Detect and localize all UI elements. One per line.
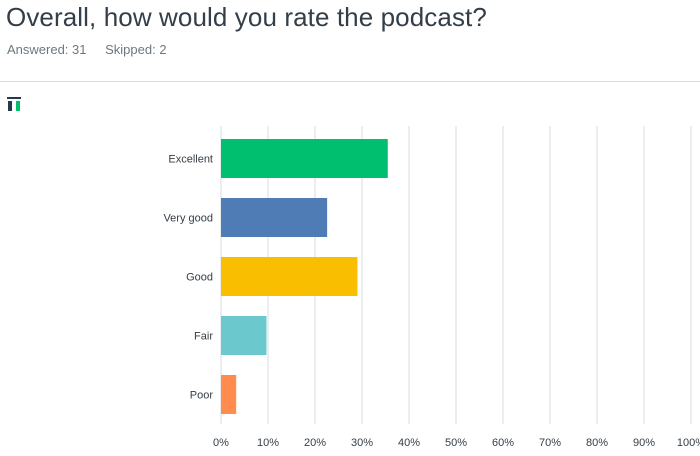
x-tick-label: 0%: [213, 437, 229, 449]
bar-good: [221, 257, 358, 296]
category-label: Excellent: [168, 154, 213, 166]
answered-count: Answered: 31: [7, 42, 87, 57]
bar-poor: [221, 375, 237, 414]
category-label: Very good: [163, 213, 213, 225]
x-tick-label: 90%: [633, 437, 655, 449]
x-tick-label: 100%: [677, 437, 700, 449]
category-label: Fair: [194, 331, 213, 343]
chart-type-icon[interactable]: [6, 96, 22, 112]
x-tick-label: 40%: [398, 437, 420, 449]
header-divider: [0, 81, 700, 82]
x-tick-label: 60%: [492, 437, 514, 449]
bar-very-good: [221, 198, 328, 237]
category-label: Poor: [190, 390, 214, 402]
category-label: Good: [186, 272, 213, 284]
x-tick-label: 70%: [539, 437, 561, 449]
skipped-count: Skipped: 2: [105, 42, 167, 57]
x-tick-label: 10%: [257, 437, 279, 449]
response-stats: Answered: 31 Skipped: 2: [7, 42, 182, 57]
x-tick-label: 30%: [351, 437, 373, 449]
x-tick-label: 20%: [304, 437, 326, 449]
x-tick-label: 80%: [586, 437, 608, 449]
question-title: Overall, how would you rate the podcast?: [6, 2, 487, 32]
bar-fair: [221, 316, 267, 355]
bar-excellent: [221, 139, 388, 178]
bar-chart-icon: [7, 97, 21, 111]
x-tick-label: 50%: [445, 437, 467, 449]
